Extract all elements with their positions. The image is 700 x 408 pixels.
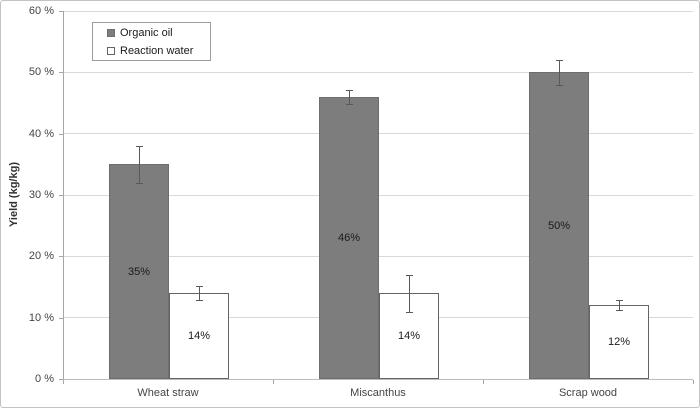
y-axis-tick-label: 20 % xyxy=(28,250,54,263)
bar-reaction-water xyxy=(379,293,439,379)
error-bar-cap xyxy=(136,145,143,147)
y-tick-mark xyxy=(59,195,63,196)
y-tick-mark xyxy=(59,379,63,380)
y-tick-mark xyxy=(59,317,63,319)
y-axis-tick-label: 10 % xyxy=(28,311,54,324)
bar-reaction-water xyxy=(589,305,649,379)
error-bar-cap xyxy=(136,182,143,184)
bar-value-label: 35% xyxy=(127,265,151,278)
error-bar-cap xyxy=(556,84,563,86)
error-bar xyxy=(559,60,560,85)
y-gridline xyxy=(63,10,693,12)
bar-organic-oil xyxy=(529,72,589,379)
bar-reaction-water xyxy=(169,293,229,379)
y-axis-line xyxy=(63,11,64,379)
y-tick-mark xyxy=(59,133,63,135)
legend-label-reaction-water: Reaction water xyxy=(120,44,194,57)
y-axis-tick-label: 50 % xyxy=(28,66,54,79)
y-tick-mark xyxy=(59,256,63,258)
legend-swatch-reaction-water-icon xyxy=(107,46,115,55)
y-tick-mark xyxy=(59,72,63,74)
error-bar-cap xyxy=(616,300,623,302)
error-bar xyxy=(619,300,620,311)
y-axis-tick-label: 0 % xyxy=(35,373,54,385)
x-axis-category-label: Miscanthus xyxy=(350,387,406,399)
legend-item-reaction-water: Reaction water xyxy=(107,45,210,57)
bar-value-label: 46% xyxy=(337,231,361,244)
x-tick-mark xyxy=(63,380,64,384)
y-axis-tick-label: 60 % xyxy=(28,5,54,17)
bar-organic-oil xyxy=(109,164,169,379)
legend-label-organic-oil: Organic oil xyxy=(120,26,173,39)
error-bar-cap xyxy=(196,285,203,287)
error-bar xyxy=(349,89,350,105)
x-axis-category-label: Scrap wood xyxy=(558,387,618,399)
error-bar-cap xyxy=(406,274,413,276)
x-tick-mark xyxy=(693,380,694,384)
error-bar-cap xyxy=(346,89,353,91)
y-axis-tick-label: 30 % xyxy=(28,189,54,201)
error-bar-cap xyxy=(616,310,623,312)
error-bar-cap xyxy=(406,311,413,313)
chart-legend: Organic oil Reaction water xyxy=(92,22,211,61)
x-axis-category-label: Wheat straw xyxy=(137,387,199,399)
x-axis-line xyxy=(63,379,693,380)
y-tick-mark xyxy=(59,11,63,12)
error-bar xyxy=(199,285,200,301)
x-tick-mark xyxy=(273,380,274,384)
bar-value-label: 14% xyxy=(397,330,421,343)
x-tick-mark xyxy=(483,380,484,384)
error-bar xyxy=(409,274,410,312)
y-gridline xyxy=(63,71,693,73)
error-bar-cap xyxy=(196,300,203,302)
bar-value-label: 12% xyxy=(607,336,631,349)
legend-item-organic-oil: Organic oil xyxy=(107,27,210,39)
y-axis-tick-label: 40 % xyxy=(28,127,54,140)
error-bar xyxy=(139,145,140,183)
bar-value-label: 50% xyxy=(547,219,571,232)
error-bar-cap xyxy=(556,60,563,62)
legend-swatch-organic-oil-icon xyxy=(107,28,115,37)
bar-value-label: 14% xyxy=(187,330,211,343)
error-bar-cap xyxy=(346,104,353,106)
